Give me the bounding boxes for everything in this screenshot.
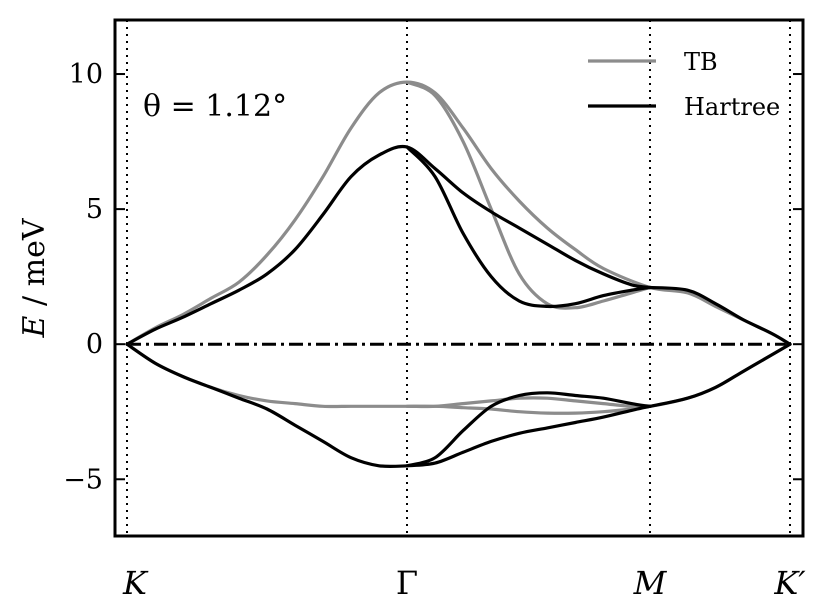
x-axis-tick-labels: K Γ M K′	[122, 564, 806, 602]
legend-label-hartree: Hartree	[684, 93, 780, 121]
band-hartree-4	[405, 391, 652, 468]
plot-frame	[113, 18, 805, 538]
bands-hartree-series	[125, 144, 792, 469]
y-tick-label-0: 10	[69, 59, 103, 90]
legend-label-tb: TB	[684, 48, 718, 76]
x-tick-label-0: K	[122, 564, 149, 602]
band-hartree-0	[125, 144, 652, 346]
y-tick-label-1: 5	[86, 194, 103, 225]
band-tb-1	[405, 80, 652, 310]
band-hartree-5	[648, 342, 792, 408]
y-axis-label: E / meV	[17, 217, 52, 338]
y-axis-ticks: 10 5 0 −5	[63, 59, 803, 495]
band-hartree-1	[405, 145, 652, 309]
band-hartree-3	[125, 342, 652, 469]
y-axis-label-symbol: E	[17, 315, 52, 338]
x-tick-label-1: Γ	[396, 564, 418, 602]
band-tb-0	[125, 80, 792, 346]
y-axis-label-unit: / meV	[17, 217, 52, 315]
legend: TB Hartree	[588, 48, 780, 121]
angle-annotation: θ = 1.12°	[143, 89, 287, 124]
band-hartree-2	[648, 285, 792, 346]
x-tick-label-3: K′	[773, 564, 806, 602]
y-tick-label-3: −5	[63, 464, 103, 495]
x-tick-label-2: M	[633, 564, 668, 602]
band-tb-3	[405, 404, 652, 415]
y-tick-label-2: 0	[86, 329, 103, 360]
plot-background	[115, 20, 803, 536]
